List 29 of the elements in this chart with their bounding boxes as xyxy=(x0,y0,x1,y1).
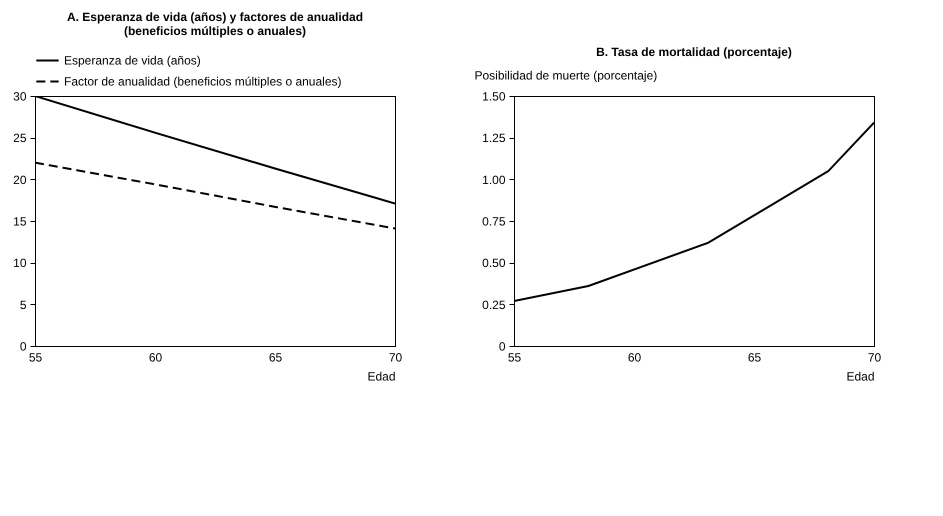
x-tick-label: 55 xyxy=(508,350,522,364)
y-tick-label: 30 xyxy=(13,90,27,104)
x-axis-title: Edad xyxy=(846,370,874,384)
y-tick-label: 20 xyxy=(13,172,27,187)
y-tick-label: 0 xyxy=(498,340,506,354)
chart-title: B. Tasa de mortalidad (porcentaje) xyxy=(596,45,792,59)
x-tick-label: 70 xyxy=(388,350,402,364)
chart-title: A. Esperanza de vida (años) y factores de anualidad (beneficios múltiples o anuales) xyxy=(66,10,364,38)
y-tick-label: 1.25 xyxy=(482,131,506,146)
y-tick-label: 0.75 xyxy=(482,214,506,228)
y-tick-label: 0 xyxy=(20,340,27,354)
y-tick-label: 25 xyxy=(13,131,27,146)
y-tick-label: 1.00 xyxy=(482,172,506,187)
y-tick-label: 5 xyxy=(20,298,27,312)
x-tick-label: 55 xyxy=(28,350,42,364)
x-tick-label: 70 xyxy=(868,350,882,364)
y-tick-label: 0.50 xyxy=(482,256,506,270)
y-tick-label: 1.50 xyxy=(482,90,506,104)
y-tick-label: 10 xyxy=(13,256,27,270)
legend-label: Factor de anualidad (beneficios múltiples o anuales) xyxy=(64,74,342,88)
x-axis-title: Edad xyxy=(367,370,396,384)
x-tick-label: 60 xyxy=(628,350,642,364)
legend-label: Esperanza de vida (años) xyxy=(64,54,201,68)
x-tick-label: 65 xyxy=(748,350,762,364)
y-tick-label: 15 xyxy=(13,214,27,228)
x-tick-label: 65 xyxy=(268,350,282,364)
x-tick-label: 60 xyxy=(148,350,162,364)
y-tick-label: 0.25 xyxy=(482,298,506,312)
y-axis-title: Posibilidad de muerte (porcentaje) xyxy=(474,68,658,82)
